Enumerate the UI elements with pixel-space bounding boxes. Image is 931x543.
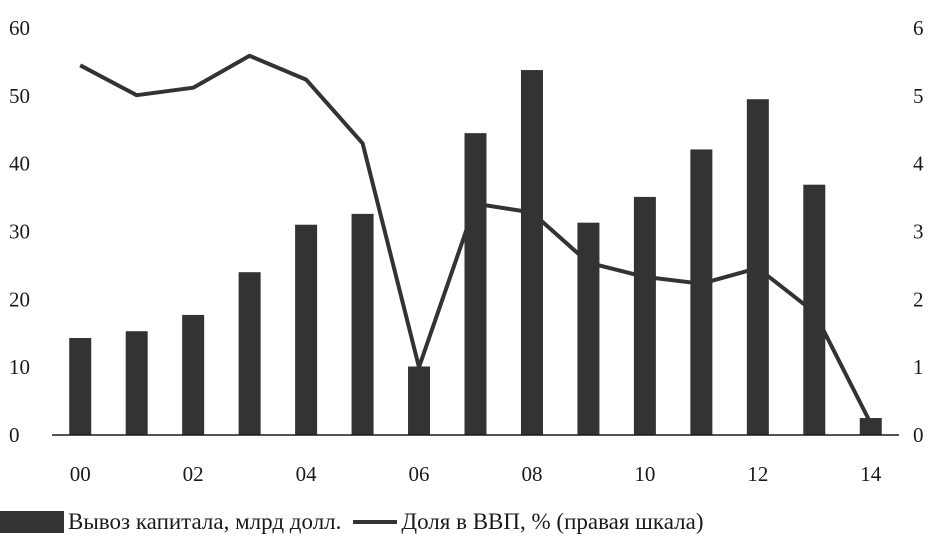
bar bbox=[182, 314, 205, 435]
left-tick-label: 40 bbox=[9, 152, 30, 176]
legend-item-bar: Вывоз капитала, млрд долл. bbox=[0, 509, 341, 535]
left-tick-label: 10 bbox=[9, 355, 30, 379]
left-tick-label: 60 bbox=[9, 16, 30, 40]
bar bbox=[577, 222, 600, 435]
x-tick-label: 06 bbox=[409, 462, 430, 486]
x-axis-ticks: 00 02 04 06 08 10 12 14 bbox=[70, 462, 882, 486]
left-tick-label: 30 bbox=[9, 220, 30, 244]
left-tick-label: 50 bbox=[9, 84, 30, 108]
legend-item-line: Доля в ВВП, % (правая шкала) bbox=[341, 509, 703, 535]
legend-bar-label: Вывоз капитала, млрд долл. bbox=[68, 509, 342, 534]
bar bbox=[295, 224, 318, 435]
right-tick-label: 1 bbox=[913, 355, 924, 379]
legend-line-label: Доля в ВВП, % (правая шкала) bbox=[401, 509, 704, 534]
bar bbox=[408, 366, 431, 435]
bar bbox=[464, 133, 487, 435]
bar bbox=[125, 331, 148, 435]
right-tick-label: 3 bbox=[913, 220, 924, 244]
x-tick-label: 10 bbox=[634, 462, 655, 486]
x-tick-label: 08 bbox=[521, 462, 542, 486]
right-tick-label: 6 bbox=[913, 16, 924, 40]
bar bbox=[859, 418, 882, 435]
x-tick-label: 02 bbox=[183, 462, 204, 486]
legend-bar-swatch bbox=[0, 511, 64, 533]
bar bbox=[520, 70, 543, 435]
line-series bbox=[79, 53, 873, 425]
right-axis-ticks: 0 1 2 3 4 5 6 bbox=[913, 16, 924, 447]
right-tick-label: 5 bbox=[913, 84, 924, 108]
right-tick-label: 2 bbox=[913, 287, 924, 311]
left-axis-ticks: 0 10 20 30 40 50 60 bbox=[9, 16, 30, 447]
bar bbox=[690, 149, 713, 435]
left-tick-label: 0 bbox=[9, 423, 20, 447]
x-tick-label: 14 bbox=[860, 462, 882, 486]
bar bbox=[238, 272, 261, 435]
bar bbox=[633, 196, 656, 435]
x-tick-label: 12 bbox=[747, 462, 768, 486]
left-tick-label: 20 bbox=[9, 287, 30, 311]
right-tick-label: 0 bbox=[913, 423, 924, 447]
bar bbox=[69, 337, 92, 435]
legend-line-swatch bbox=[353, 520, 398, 524]
bar bbox=[351, 213, 374, 435]
x-tick-label: 04 bbox=[296, 462, 318, 486]
legend: Вывоз капитала, млрд долл. Доля в ВВП, %… bbox=[0, 504, 703, 540]
x-tick-label: 00 bbox=[70, 462, 91, 486]
right-tick-label: 4 bbox=[913, 152, 924, 176]
bar-series bbox=[69, 70, 882, 435]
